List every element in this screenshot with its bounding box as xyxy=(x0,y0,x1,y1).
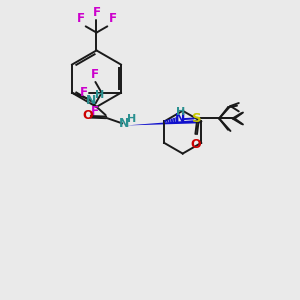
Text: O: O xyxy=(190,138,201,151)
Text: H: H xyxy=(95,90,104,100)
Text: F: F xyxy=(80,86,88,99)
Text: O: O xyxy=(82,110,92,122)
Text: F: F xyxy=(76,12,85,25)
Text: N: N xyxy=(86,94,97,107)
Text: N: N xyxy=(175,112,186,125)
Text: S: S xyxy=(192,112,202,125)
Text: N: N xyxy=(119,118,129,130)
Polygon shape xyxy=(126,120,201,125)
Text: F: F xyxy=(91,68,98,81)
Text: F: F xyxy=(92,6,101,19)
Text: H: H xyxy=(176,107,186,117)
Text: H: H xyxy=(128,114,137,124)
Text: F: F xyxy=(109,12,116,25)
Text: F: F xyxy=(91,105,98,118)
